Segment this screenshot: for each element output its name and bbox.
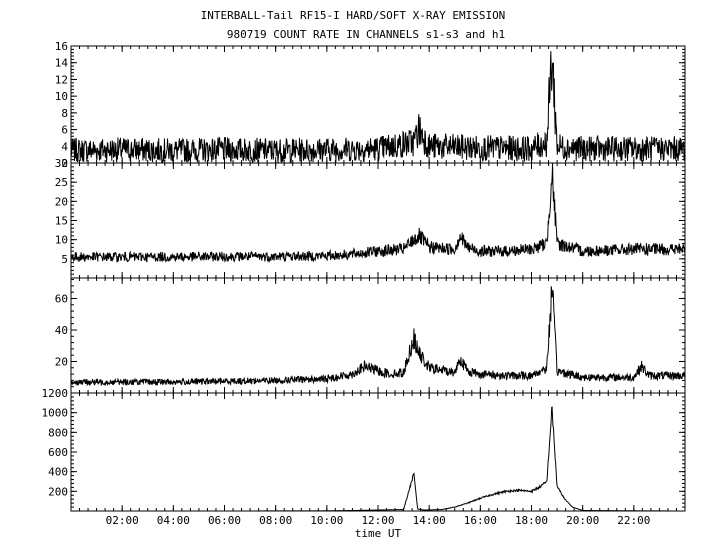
y-tick-label: 40 xyxy=(55,324,68,337)
y-tick-label: 30 xyxy=(55,157,68,170)
panel-3: 20 40 60 xyxy=(55,277,686,394)
x-tick-label: 20:00 xyxy=(566,514,599,527)
y-tick-label: 25 xyxy=(55,176,68,189)
x-axis-label: time UT xyxy=(355,527,402,540)
y-tick-label: 15 xyxy=(55,215,68,228)
panel-4: 200 400 600 800 1000 1200 xyxy=(42,387,686,512)
chart-title: INTERBALL-Tail RF15-I HARD/SOFT X-RAY EM… xyxy=(201,9,506,22)
chart-subtitle: 980719 COUNT RATE IN CHANNELS s1-s3 and … xyxy=(227,28,505,41)
y-tick-label: 16 xyxy=(55,40,68,53)
plot-frame xyxy=(70,162,686,279)
series-line xyxy=(70,51,686,164)
y-tick-label: 2 xyxy=(61,157,68,170)
y-tick-label: 60 xyxy=(55,292,68,305)
y-tick-label: 800 xyxy=(48,426,68,439)
x-tick-label: 22:00 xyxy=(617,514,650,527)
y-tick-label: 200 xyxy=(48,485,68,498)
y-tick-label: 5 xyxy=(61,253,68,266)
panel-2: 5 10 15 20 25 30 xyxy=(55,157,686,279)
series-line xyxy=(70,163,686,263)
y-tick-label: 14 xyxy=(55,57,69,70)
x-tick-label: 12:00 xyxy=(361,514,394,527)
y-tick-label: 1200 xyxy=(42,387,69,400)
y-tick-label: 10 xyxy=(55,234,68,247)
y-tick-label: 6 xyxy=(61,124,68,137)
series-line xyxy=(70,286,686,387)
x-tick-label: 06:00 xyxy=(208,514,241,527)
x-tick-labels: 02:00 04:00 06:00 08:00 10:00 12:00 14:00 16:00… xyxy=(106,514,651,527)
x-tick-label: 08:00 xyxy=(259,514,292,527)
y-tick-label: 20 xyxy=(55,195,68,208)
y-tick-label: 1000 xyxy=(42,407,69,420)
y-tick-label: 12 xyxy=(55,73,68,86)
x-tick-label: 16:00 xyxy=(464,514,497,527)
y-tick-label: 10 xyxy=(55,90,68,103)
y-tick-label: 400 xyxy=(48,466,68,479)
y-tick-label: 4 xyxy=(61,140,68,153)
x-tick-label: 04:00 xyxy=(157,514,190,527)
series-line xyxy=(70,406,685,512)
panel-1: 2 4 6 8 10 12 14 16 xyxy=(55,40,686,170)
x-tick-label: 14:00 xyxy=(413,514,446,527)
chart-panels: 2 4 6 8 10 12 14 16 5 10 15 20 25 30 20 40 60 200 400 600 80… xyxy=(42,40,686,512)
plot-frame xyxy=(70,392,686,512)
y-tick-label: 8 xyxy=(61,107,68,120)
x-tick-label: 02:00 xyxy=(106,514,139,527)
y-tick-label: 600 xyxy=(48,446,68,459)
x-tick-label: 18:00 xyxy=(515,514,548,527)
y-tick-label: 20 xyxy=(55,355,68,368)
x-tick-label: 10:00 xyxy=(310,514,343,527)
